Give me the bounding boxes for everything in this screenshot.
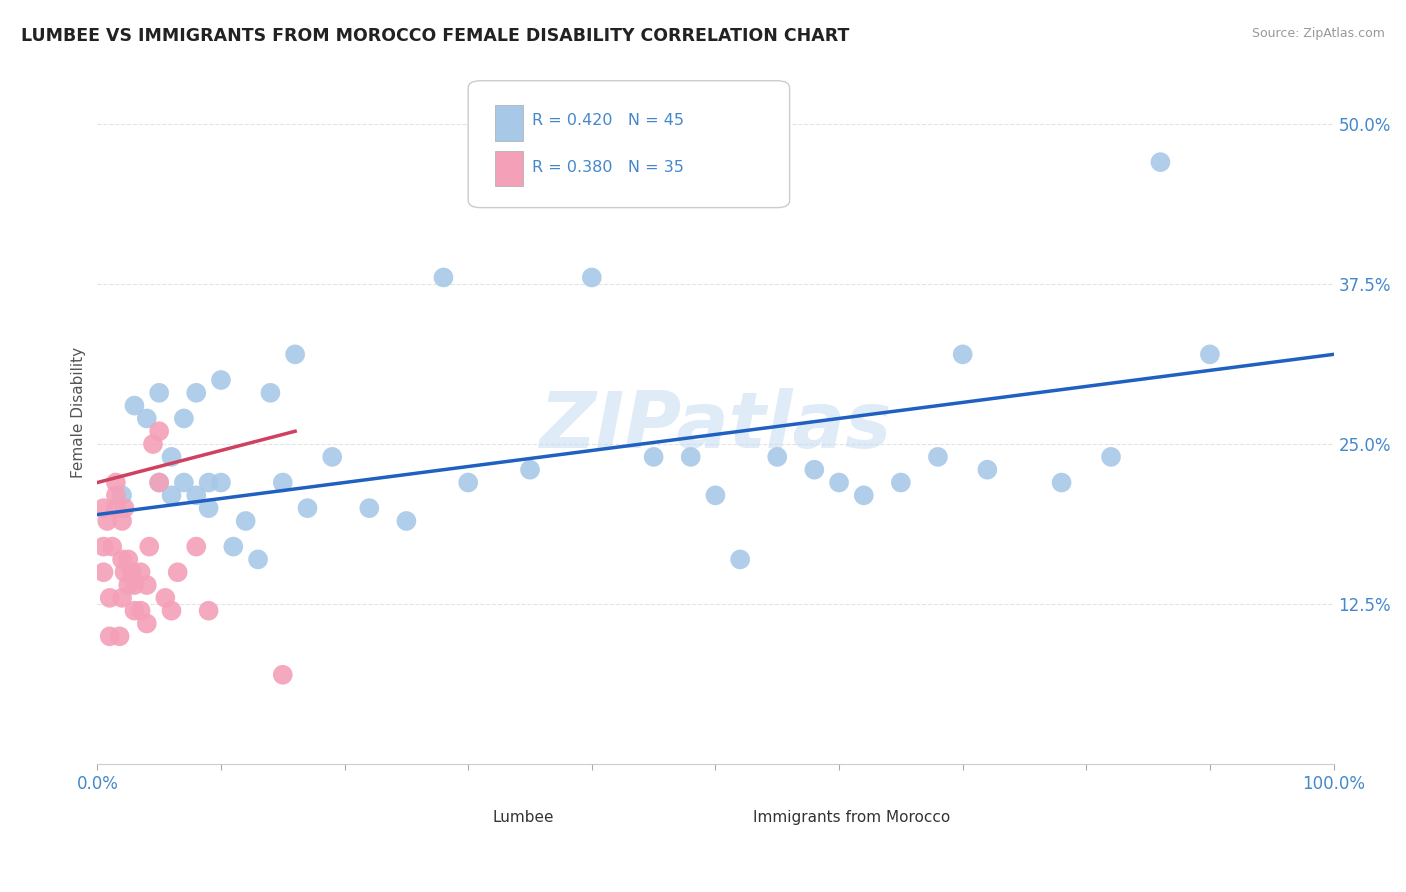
Point xyxy=(186,385,208,400)
Point xyxy=(235,514,257,528)
Point xyxy=(927,450,949,464)
Point xyxy=(766,450,789,464)
Point xyxy=(155,591,177,605)
Point xyxy=(117,578,139,592)
Point xyxy=(197,475,219,490)
Point xyxy=(148,424,170,438)
Point xyxy=(148,475,170,490)
Point xyxy=(1149,155,1171,169)
Point xyxy=(643,450,665,464)
Point xyxy=(135,578,157,592)
Point xyxy=(271,475,294,490)
Point xyxy=(117,552,139,566)
Point xyxy=(124,578,146,592)
Point xyxy=(135,616,157,631)
FancyBboxPatch shape xyxy=(495,105,523,141)
Point xyxy=(259,385,281,400)
Point xyxy=(173,411,195,425)
Point xyxy=(852,488,875,502)
Point xyxy=(173,475,195,490)
Point xyxy=(104,475,127,490)
Point xyxy=(93,540,115,554)
Point xyxy=(124,399,146,413)
Point xyxy=(1050,475,1073,490)
Point xyxy=(209,373,232,387)
FancyBboxPatch shape xyxy=(716,803,742,830)
Point xyxy=(395,514,418,528)
Point xyxy=(222,540,245,554)
Point xyxy=(519,463,541,477)
Point xyxy=(160,488,183,502)
Point xyxy=(135,411,157,425)
Point xyxy=(108,629,131,643)
Text: Source: ZipAtlas.com: Source: ZipAtlas.com xyxy=(1251,27,1385,40)
Point xyxy=(321,450,343,464)
Point xyxy=(114,501,136,516)
Point xyxy=(728,552,751,566)
Point xyxy=(129,604,152,618)
Point xyxy=(197,604,219,618)
Point xyxy=(111,552,134,566)
Point xyxy=(148,385,170,400)
Point xyxy=(111,591,134,605)
Y-axis label: Female Disability: Female Disability xyxy=(72,346,86,477)
Point xyxy=(581,270,603,285)
Point xyxy=(271,667,294,681)
Point xyxy=(284,347,307,361)
Point xyxy=(890,475,912,490)
FancyBboxPatch shape xyxy=(456,803,484,830)
Text: Immigrants from Morocco: Immigrants from Morocco xyxy=(752,810,950,825)
Point xyxy=(104,488,127,502)
Point xyxy=(952,347,974,361)
Point xyxy=(96,514,118,528)
Point xyxy=(101,540,124,554)
Point xyxy=(124,604,146,618)
Text: ZIPatlas: ZIPatlas xyxy=(540,388,891,464)
Point xyxy=(98,629,121,643)
Point xyxy=(976,463,998,477)
Point xyxy=(197,501,219,516)
Text: R = 0.420   N = 45: R = 0.420 N = 45 xyxy=(533,113,685,128)
Point xyxy=(828,475,851,490)
Point xyxy=(803,463,825,477)
Point xyxy=(359,501,381,516)
FancyBboxPatch shape xyxy=(495,152,523,186)
Point xyxy=(98,591,121,605)
Point xyxy=(160,604,183,618)
Point xyxy=(93,501,115,516)
Point xyxy=(1199,347,1222,361)
Text: Lumbee: Lumbee xyxy=(494,810,554,825)
Point xyxy=(160,450,183,464)
Point xyxy=(679,450,702,464)
Point xyxy=(704,488,727,502)
Point xyxy=(457,475,479,490)
Point xyxy=(142,437,165,451)
Point xyxy=(297,501,319,516)
Point xyxy=(111,488,134,502)
Text: LUMBEE VS IMMIGRANTS FROM MOROCCO FEMALE DISABILITY CORRELATION CHART: LUMBEE VS IMMIGRANTS FROM MOROCCO FEMALE… xyxy=(21,27,849,45)
Point xyxy=(138,540,160,554)
Point xyxy=(247,552,270,566)
Point xyxy=(121,566,143,580)
Point xyxy=(166,566,188,580)
Point xyxy=(186,540,208,554)
Point xyxy=(432,270,454,285)
Point xyxy=(93,566,115,580)
Point xyxy=(209,475,232,490)
Point xyxy=(111,514,134,528)
Point xyxy=(104,501,127,516)
FancyBboxPatch shape xyxy=(468,81,790,208)
Point xyxy=(186,488,208,502)
Point xyxy=(1099,450,1122,464)
Point xyxy=(129,566,152,580)
Text: R = 0.380   N = 35: R = 0.380 N = 35 xyxy=(533,160,685,175)
Point xyxy=(114,566,136,580)
Point xyxy=(148,475,170,490)
